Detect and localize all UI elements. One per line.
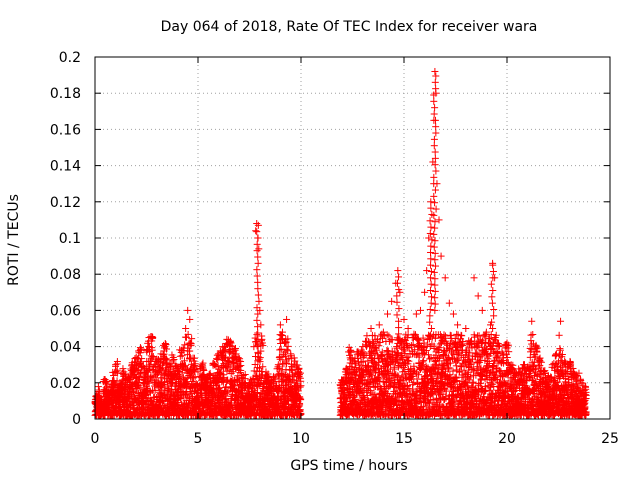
grid [95, 57, 610, 419]
data-point [155, 368, 163, 376]
data-point [142, 391, 150, 399]
data-point [148, 397, 156, 405]
data-point [130, 388, 138, 396]
data-point [144, 367, 152, 375]
data-point [137, 358, 145, 366]
data-point [148, 353, 156, 361]
data-point [113, 358, 121, 366]
data-points [91, 67, 590, 419]
data-point [151, 386, 159, 394]
data-point [119, 365, 127, 373]
data-point [126, 374, 134, 382]
data-point [112, 368, 120, 376]
data-point [137, 345, 145, 353]
data-point [136, 384, 144, 392]
data-point [148, 346, 156, 354]
data-point [121, 397, 129, 405]
data-point [145, 379, 153, 387]
data-point [147, 372, 155, 380]
data-point [161, 386, 169, 394]
data-point [94, 383, 102, 391]
data-point [141, 390, 149, 398]
data-point [138, 355, 146, 363]
data-point [144, 378, 152, 386]
